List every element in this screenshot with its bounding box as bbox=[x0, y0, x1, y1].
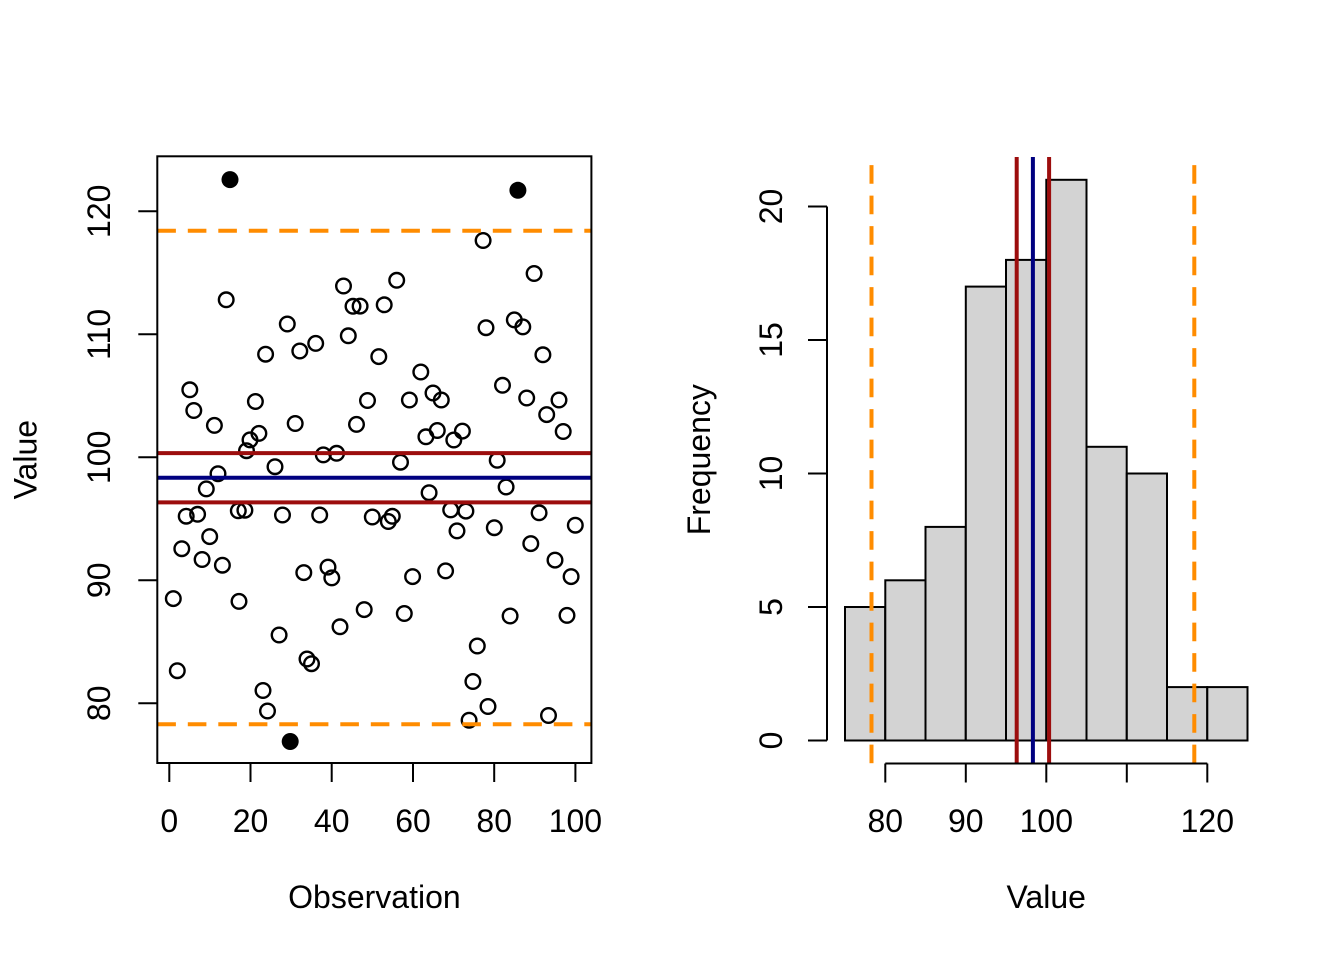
svg-text:Observation: Observation bbox=[288, 879, 461, 915]
svg-text:100: 100 bbox=[1020, 803, 1073, 839]
svg-text:Frequency: Frequency bbox=[681, 384, 717, 535]
svg-text:0: 0 bbox=[160, 803, 178, 839]
svg-text:20: 20 bbox=[753, 189, 789, 225]
svg-text:15: 15 bbox=[753, 322, 789, 358]
svg-text:10: 10 bbox=[753, 456, 789, 492]
svg-text:80: 80 bbox=[81, 686, 117, 722]
svg-text:90: 90 bbox=[81, 563, 117, 599]
svg-text:80: 80 bbox=[868, 803, 904, 839]
svg-text:120: 120 bbox=[1181, 803, 1234, 839]
svg-text:Value: Value bbox=[8, 420, 44, 499]
svg-text:Value: Value bbox=[1006, 879, 1085, 915]
svg-text:90: 90 bbox=[948, 803, 984, 839]
svg-text:0: 0 bbox=[753, 732, 789, 750]
svg-text:110: 110 bbox=[81, 309, 117, 360]
svg-text:5: 5 bbox=[753, 598, 789, 616]
svg-text:100: 100 bbox=[81, 431, 117, 484]
svg-text:60: 60 bbox=[395, 803, 431, 839]
svg-text:120: 120 bbox=[81, 185, 117, 238]
svg-text:100: 100 bbox=[549, 803, 602, 839]
svg-text:80: 80 bbox=[476, 803, 512, 839]
svg-text:20: 20 bbox=[233, 803, 269, 839]
svg-text:40: 40 bbox=[314, 803, 350, 839]
